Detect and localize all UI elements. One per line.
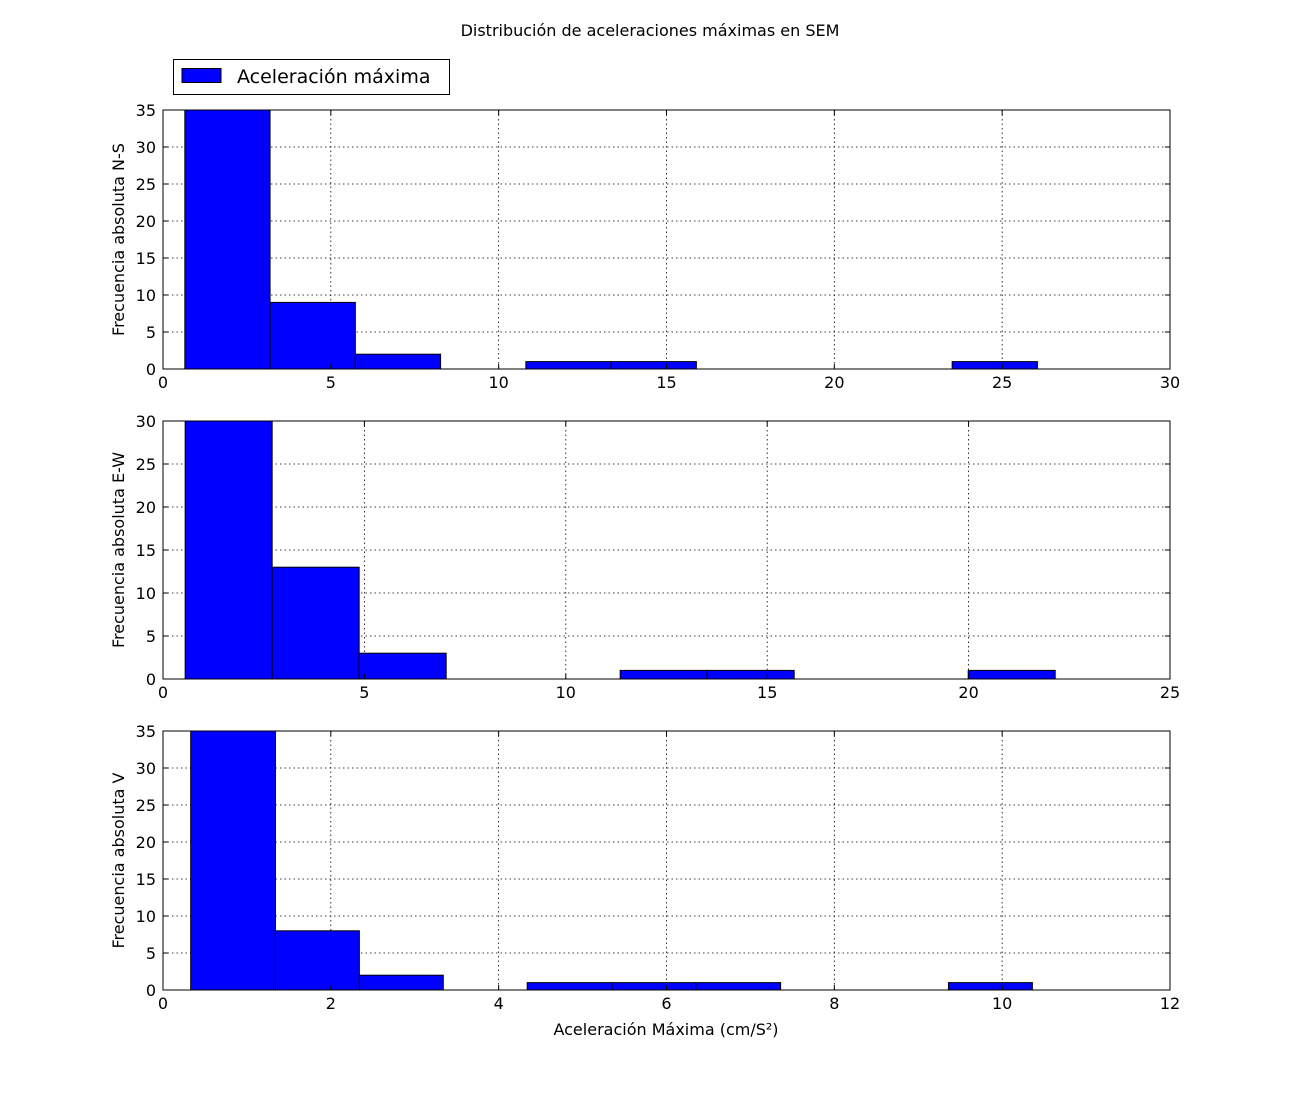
- bar-v-4: [526, 982, 613, 991]
- y-tick-label: 30: [136, 412, 156, 431]
- y-tick-label: 5: [146, 323, 156, 342]
- y-tick-label: 35: [136, 101, 156, 120]
- y-tick-label: 15: [136, 541, 156, 560]
- x-tick-label: 0: [158, 994, 168, 1013]
- y-tick-label: 0: [146, 981, 156, 1000]
- bar-v-0: [190, 730, 276, 991]
- y-tick-label: 5: [146, 627, 156, 646]
- y-tick-label: 10: [136, 286, 156, 305]
- x-tick-label: 15: [656, 373, 676, 392]
- x-tick-label: 12: [1160, 994, 1180, 1013]
- bar-ns-9: [951, 361, 1038, 370]
- y-axis-label-ns: Frecuencia absoluta N-S: [109, 143, 128, 336]
- bar-ew-1: [271, 566, 360, 680]
- y-tick-label: 25: [136, 796, 156, 815]
- bar-v-2: [358, 974, 444, 991]
- y-tick-label: 35: [136, 722, 156, 741]
- bar-v-1: [274, 930, 360, 991]
- bar-v-5: [611, 982, 697, 991]
- x-tick-label: 8: [829, 994, 839, 1013]
- bar-ns-0: [184, 109, 271, 370]
- y-tick-label: 30: [136, 759, 156, 778]
- x-tick-label: 15: [757, 683, 777, 702]
- x-tick-label: 10: [488, 373, 508, 392]
- y-tick-label: 25: [136, 175, 156, 194]
- y-axis-label-ew: Frecuencia absoluta E-W: [109, 452, 128, 648]
- x-tick-label: 2: [326, 994, 336, 1013]
- y-tick-label: 5: [146, 944, 156, 963]
- y-tick-label: 0: [146, 670, 156, 689]
- y-tick-label: 15: [136, 870, 156, 889]
- y-tick-label: 20: [136, 833, 156, 852]
- legend-label: Aceleración máxima: [237, 66, 430, 88]
- figure-title: Distribución de aceleraciones máximas en…: [461, 21, 840, 40]
- x-tick-label: 20: [958, 683, 978, 702]
- y-tick-label: 20: [136, 212, 156, 231]
- bar-ns-2: [354, 353, 442, 370]
- x-tick-label: 25: [1160, 683, 1180, 702]
- bar-ns-5: [610, 361, 697, 370]
- y-tick-label: 10: [136, 907, 156, 926]
- y-tick-label: 10: [136, 584, 156, 603]
- x-tick-label: 4: [494, 994, 504, 1013]
- x-tick-label: 5: [326, 373, 336, 392]
- subplot-ns: 0 5 10 15 20 25 30 0 5 10 15 20 25 30 35 Frecuencia abs…: [109, 101, 1180, 392]
- subplot-ew: 0 5 10 15 20 25 0 5 10 15 20 25 30 Frecuencia absolut…: [109, 412, 1180, 702]
- bar-ew-0: [184, 420, 273, 680]
- bar-ns-1: [269, 301, 356, 370]
- x-tick-label: 0: [158, 373, 168, 392]
- x-tick-label: 25: [992, 373, 1012, 392]
- y-tick-label: 0: [146, 360, 156, 379]
- bar-ew-9: [967, 669, 1056, 680]
- x-tick-label: 10: [992, 994, 1012, 1013]
- bar-v-6: [695, 982, 782, 991]
- bar-ns-4: [525, 361, 612, 370]
- legend-swatch: [181, 68, 222, 83]
- x-axis-label: Aceleración Máxima (cm/S²): [553, 1020, 778, 1039]
- bar-ew-6: [706, 669, 795, 680]
- x-tick-label: 0: [158, 683, 168, 702]
- x-tick-label: 20: [824, 373, 844, 392]
- x-tick-label: 5: [359, 683, 369, 702]
- y-tick-label: 25: [136, 455, 156, 474]
- x-tick-label: 6: [661, 994, 671, 1013]
- y-tick-label: 15: [136, 249, 156, 268]
- bar-ew-2: [358, 652, 447, 680]
- x-tick-label: 10: [556, 683, 576, 702]
- y-tick-label: 20: [136, 498, 156, 517]
- y-axis-label-v: Frecuencia absoluta V: [109, 772, 128, 948]
- bar-v-9: [947, 982, 1033, 991]
- subplot-v: 0 2 4 6 8 10 12 0 5 10 15 20 25 30 35 Frecuencia absolu…: [109, 722, 1180, 1013]
- bar-ew-5: [619, 669, 708, 680]
- y-tick-label: 30: [136, 138, 156, 157]
- legend: Aceleración máxima: [173, 59, 450, 95]
- x-tick-label: 30: [1160, 373, 1180, 392]
